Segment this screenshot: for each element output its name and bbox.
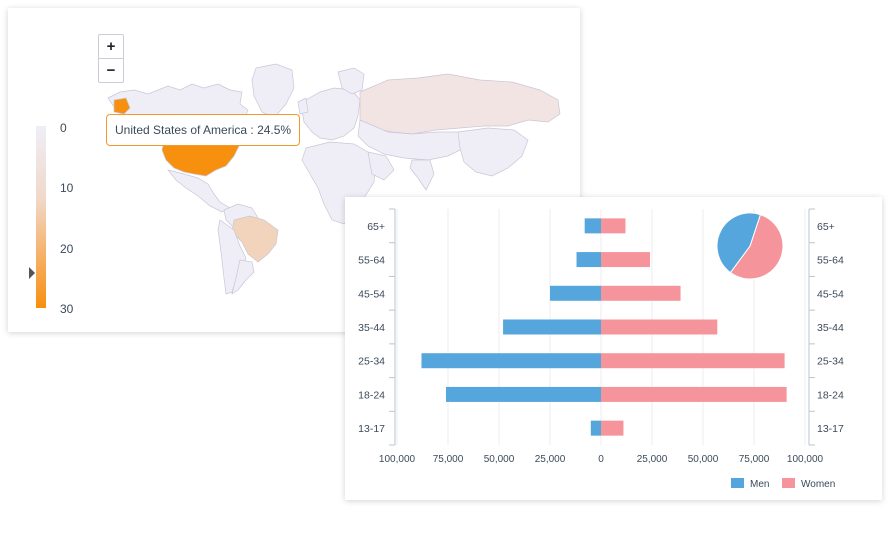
bar-women-25-34 [601,353,785,369]
category-label-left: 45-54 [358,288,385,300]
legend-tick-30: 30 [60,302,74,316]
category-label-right: 65+ [817,221,835,233]
legend-tick-20: 20 [60,242,74,256]
legend-pointer-icon [29,267,35,279]
x-tick-label: 75,000 [739,454,770,465]
category-label-left: 65+ [367,221,385,233]
category-label-left: 18-24 [358,389,385,401]
map-tooltip: United States of America : 24.5% [106,114,301,146]
bar-men-18-24 [445,386,601,402]
bar-men-65+ [584,218,601,234]
bar-women-13-17 [601,420,624,436]
x-tick-label: 0 [598,454,604,465]
legend-label-men: Men [750,479,769,490]
bar-women-45-54 [601,285,681,301]
pie-chart [716,212,784,280]
category-label-left: 55-64 [358,255,385,267]
category-label-right: 45-54 [817,288,844,300]
bar-men-45-54 [550,285,601,301]
region-central-asia[interactable] [357,119,465,161]
country-usa-alaska[interactable] [113,97,131,115]
color-legend-bar [36,126,46,308]
country-greenland[interactable] [251,63,295,119]
category-label-right: 25-34 [817,356,844,368]
bar-men-35-44 [503,319,601,335]
pie-slice-men [716,212,762,274]
x-tick-label: 50,000 [484,454,515,465]
country-andes[interactable] [217,219,247,295]
x-axis-tick-labels: 100,000 75,000 50,000 25,000 0 25,000 50,000 75… [379,454,824,465]
category-label-left: 35-44 [358,322,385,334]
pie-slice-women [729,214,784,280]
chart-axes [389,208,815,446]
category-label-left: 25-34 [358,356,385,368]
chart-legend: Men Women [731,478,835,490]
category-label-right: 13-17 [817,423,844,435]
legend-tick-10: 10 [60,181,74,195]
country-russia[interactable] [359,73,561,135]
bar-women-18-24 [601,386,787,402]
population-pyramid-card: 65+ 65+ 55-64 55-64 45-54 45-54 35-44 35-44 25-3… [345,197,882,500]
zoom-in-button[interactable]: + [98,34,124,59]
bar-men-55-64 [576,252,601,268]
x-tick-label: 100,000 [787,454,824,465]
category-labels: 65+ 65+ 55-64 55-64 45-54 45-54 35-44 35-44 25-3… [358,221,844,435]
x-tick-label: 75,000 [433,454,464,465]
zoom-out-button[interactable]: − [98,58,124,83]
category-label-right: 35-44 [817,322,844,334]
bar-men-25-34 [421,353,601,369]
category-label-right: 18-24 [817,389,844,401]
region-east-asia[interactable] [457,127,529,177]
country-india[interactable] [409,159,435,191]
bar-women-35-44 [601,319,718,335]
country-uk[interactable] [297,97,309,115]
country-brazil[interactable] [231,215,279,263]
legend-label-women: Women [801,479,835,490]
x-tick-label: 100,000 [379,454,416,465]
population-pyramid-chart: 65+ 65+ 55-64 55-64 45-54 45-54 35-44 35-44 25-3… [358,208,844,490]
legend-swatch-men [731,478,744,488]
bar-women-65+ [601,218,626,234]
country-argentina[interactable] [231,259,255,295]
x-tick-label: 25,000 [637,454,668,465]
region-arabia[interactable] [367,151,395,181]
category-label-left: 13-17 [358,423,385,435]
bar-men-13-17 [590,420,601,436]
legend-tick-0: 0 [60,121,67,135]
x-tick-label: 50,000 [688,454,719,465]
x-tick-label: 25,000 [535,454,566,465]
bar-women-55-64 [601,252,650,268]
legend-swatch-women [782,478,795,488]
map-card: + − 0 10 20 30 United States of America … [8,8,580,332]
country-mexico[interactable] [167,169,231,213]
chart-bars [421,218,787,436]
region-europe[interactable] [301,87,361,141]
country-scandinavia[interactable] [337,67,365,95]
category-label-right: 55-64 [817,255,844,267]
